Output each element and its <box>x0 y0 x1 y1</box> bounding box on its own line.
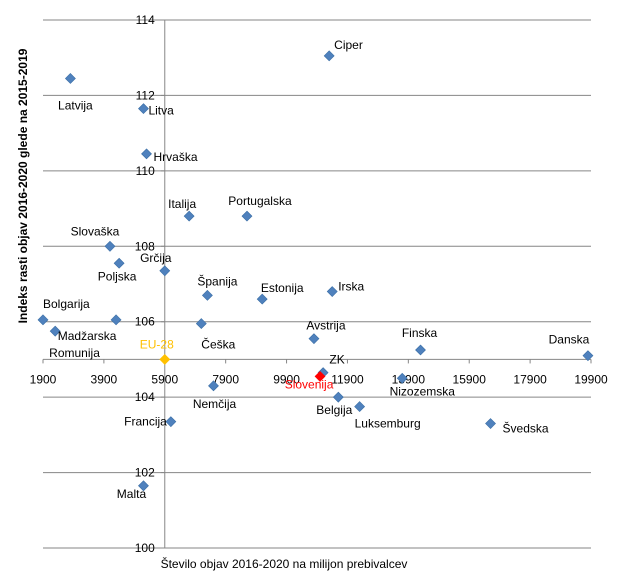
y-tick-label: 102 <box>135 466 155 480</box>
point-nizozemska <box>396 372 408 384</box>
gridlines <box>43 19 591 549</box>
point-label-irska: Irska <box>338 280 364 294</box>
x-tick-label: 3900 <box>91 372 118 386</box>
point-nemčija <box>208 380 219 392</box>
point-ciper <box>323 50 335 62</box>
x-tick-label: 5900 <box>151 372 178 386</box>
point-danska <box>582 350 594 362</box>
point-label-italija: Italija <box>168 197 196 211</box>
y-tick-label: 112 <box>136 88 155 102</box>
point-avstrija <box>308 333 320 345</box>
point-labels: Latvija Litva Ciper Hrvaška Italija Portugals… <box>43 38 590 501</box>
point-francija <box>165 416 177 428</box>
point-label-romunija: Romunija <box>49 346 100 360</box>
point-label-luksemburg: Luksemburg <box>355 417 421 431</box>
point-label-bolgarija: Bolgarija <box>43 297 90 311</box>
point-estonija <box>256 293 268 305</box>
point-madžarska <box>110 314 122 326</box>
point-finska <box>415 344 426 356</box>
point-label-grčija: Grčija <box>140 251 172 265</box>
point-label-madžarska: Madžarska <box>58 329 117 343</box>
x-tick-label: 9900 <box>273 372 300 386</box>
data-points <box>37 50 594 492</box>
point-label-eu-28: EU-28 <box>140 337 174 351</box>
y-tick-label: 100 <box>135 541 155 555</box>
point-label-avstrija: Avstrija <box>306 319 345 333</box>
y-tick-label: 108 <box>135 239 155 253</box>
point-bolgarija <box>37 314 49 326</box>
x-axis-title: Število objav 2016-2020 na milijon prebi… <box>161 556 408 571</box>
x-tick-label: 15900 <box>453 372 487 386</box>
point-label-finska: Finska <box>402 326 438 340</box>
point-češka <box>195 318 207 330</box>
y-axis-title: Indeks rasti objav 2016-2020 glede na 20… <box>16 48 30 323</box>
point-label-slovaška: Slovaška <box>71 224 120 238</box>
point-label-danska: Danska <box>549 333 590 347</box>
point-label-portugalska: Portugalska <box>228 194 292 208</box>
point-italija <box>183 210 195 222</box>
x-tick-label: 11900 <box>331 372 364 386</box>
x-tick-label: 1900 <box>30 372 57 386</box>
point-luksemburg <box>354 401 366 412</box>
point-romunija <box>49 325 61 337</box>
x-tick-label: 19900 <box>574 372 608 386</box>
point-label-francija: Francija <box>124 415 167 429</box>
point-label-latvija: Latvija <box>58 98 93 112</box>
point-label-španija: Španija <box>197 273 237 288</box>
x-tick-label: 7900 <box>212 372 239 386</box>
point-label-estonija: Estonija <box>261 281 304 295</box>
point-slovenija <box>314 370 326 382</box>
point-label-poljska: Poljska <box>98 269 137 283</box>
point-label-malta: Malta <box>117 487 147 501</box>
point-švedska <box>485 418 496 429</box>
point-label-belgija: Belgija <box>316 403 352 417</box>
y-tick-label: 110 <box>136 164 155 178</box>
point-label-ciper: Ciper <box>334 38 363 52</box>
y-tick-label: 114 <box>136 13 155 27</box>
point-malta <box>138 480 149 492</box>
point-belgija <box>332 391 344 403</box>
tick-labels: 100 102 104 106 108 110 112 114 1900 3900 5900 7900… <box>30 13 608 555</box>
point-label-litva: Litva <box>148 104 174 118</box>
point-label-nizozemska: Nizozemska <box>390 384 456 398</box>
point-label-švedska: Švedska <box>503 421 549 436</box>
point-portugalska <box>241 210 253 222</box>
point-poljska <box>113 257 125 269</box>
point-španija <box>201 289 213 301</box>
point-latvija <box>64 73 76 84</box>
axes <box>43 20 591 548</box>
x-tick-label: 17900 <box>513 372 547 386</box>
point-label-hrvaška: Hrvaška <box>154 150 198 164</box>
point-slovaška <box>104 240 116 252</box>
point-irska <box>326 286 338 297</box>
point-label-slovenija: Slovenija <box>285 377 334 391</box>
point-grčija <box>159 265 171 277</box>
point-eu-28 <box>159 354 171 365</box>
y-tick-label: 104 <box>135 390 155 404</box>
point-label-nemčija: Nemčija <box>193 397 237 411</box>
y-tick-label: 106 <box>135 315 155 329</box>
point-label-češka: Češka <box>201 337 235 352</box>
point-litva <box>138 103 149 115</box>
point-label-zk: ZK <box>329 353 344 367</box>
point-hrvaška <box>141 148 152 160</box>
